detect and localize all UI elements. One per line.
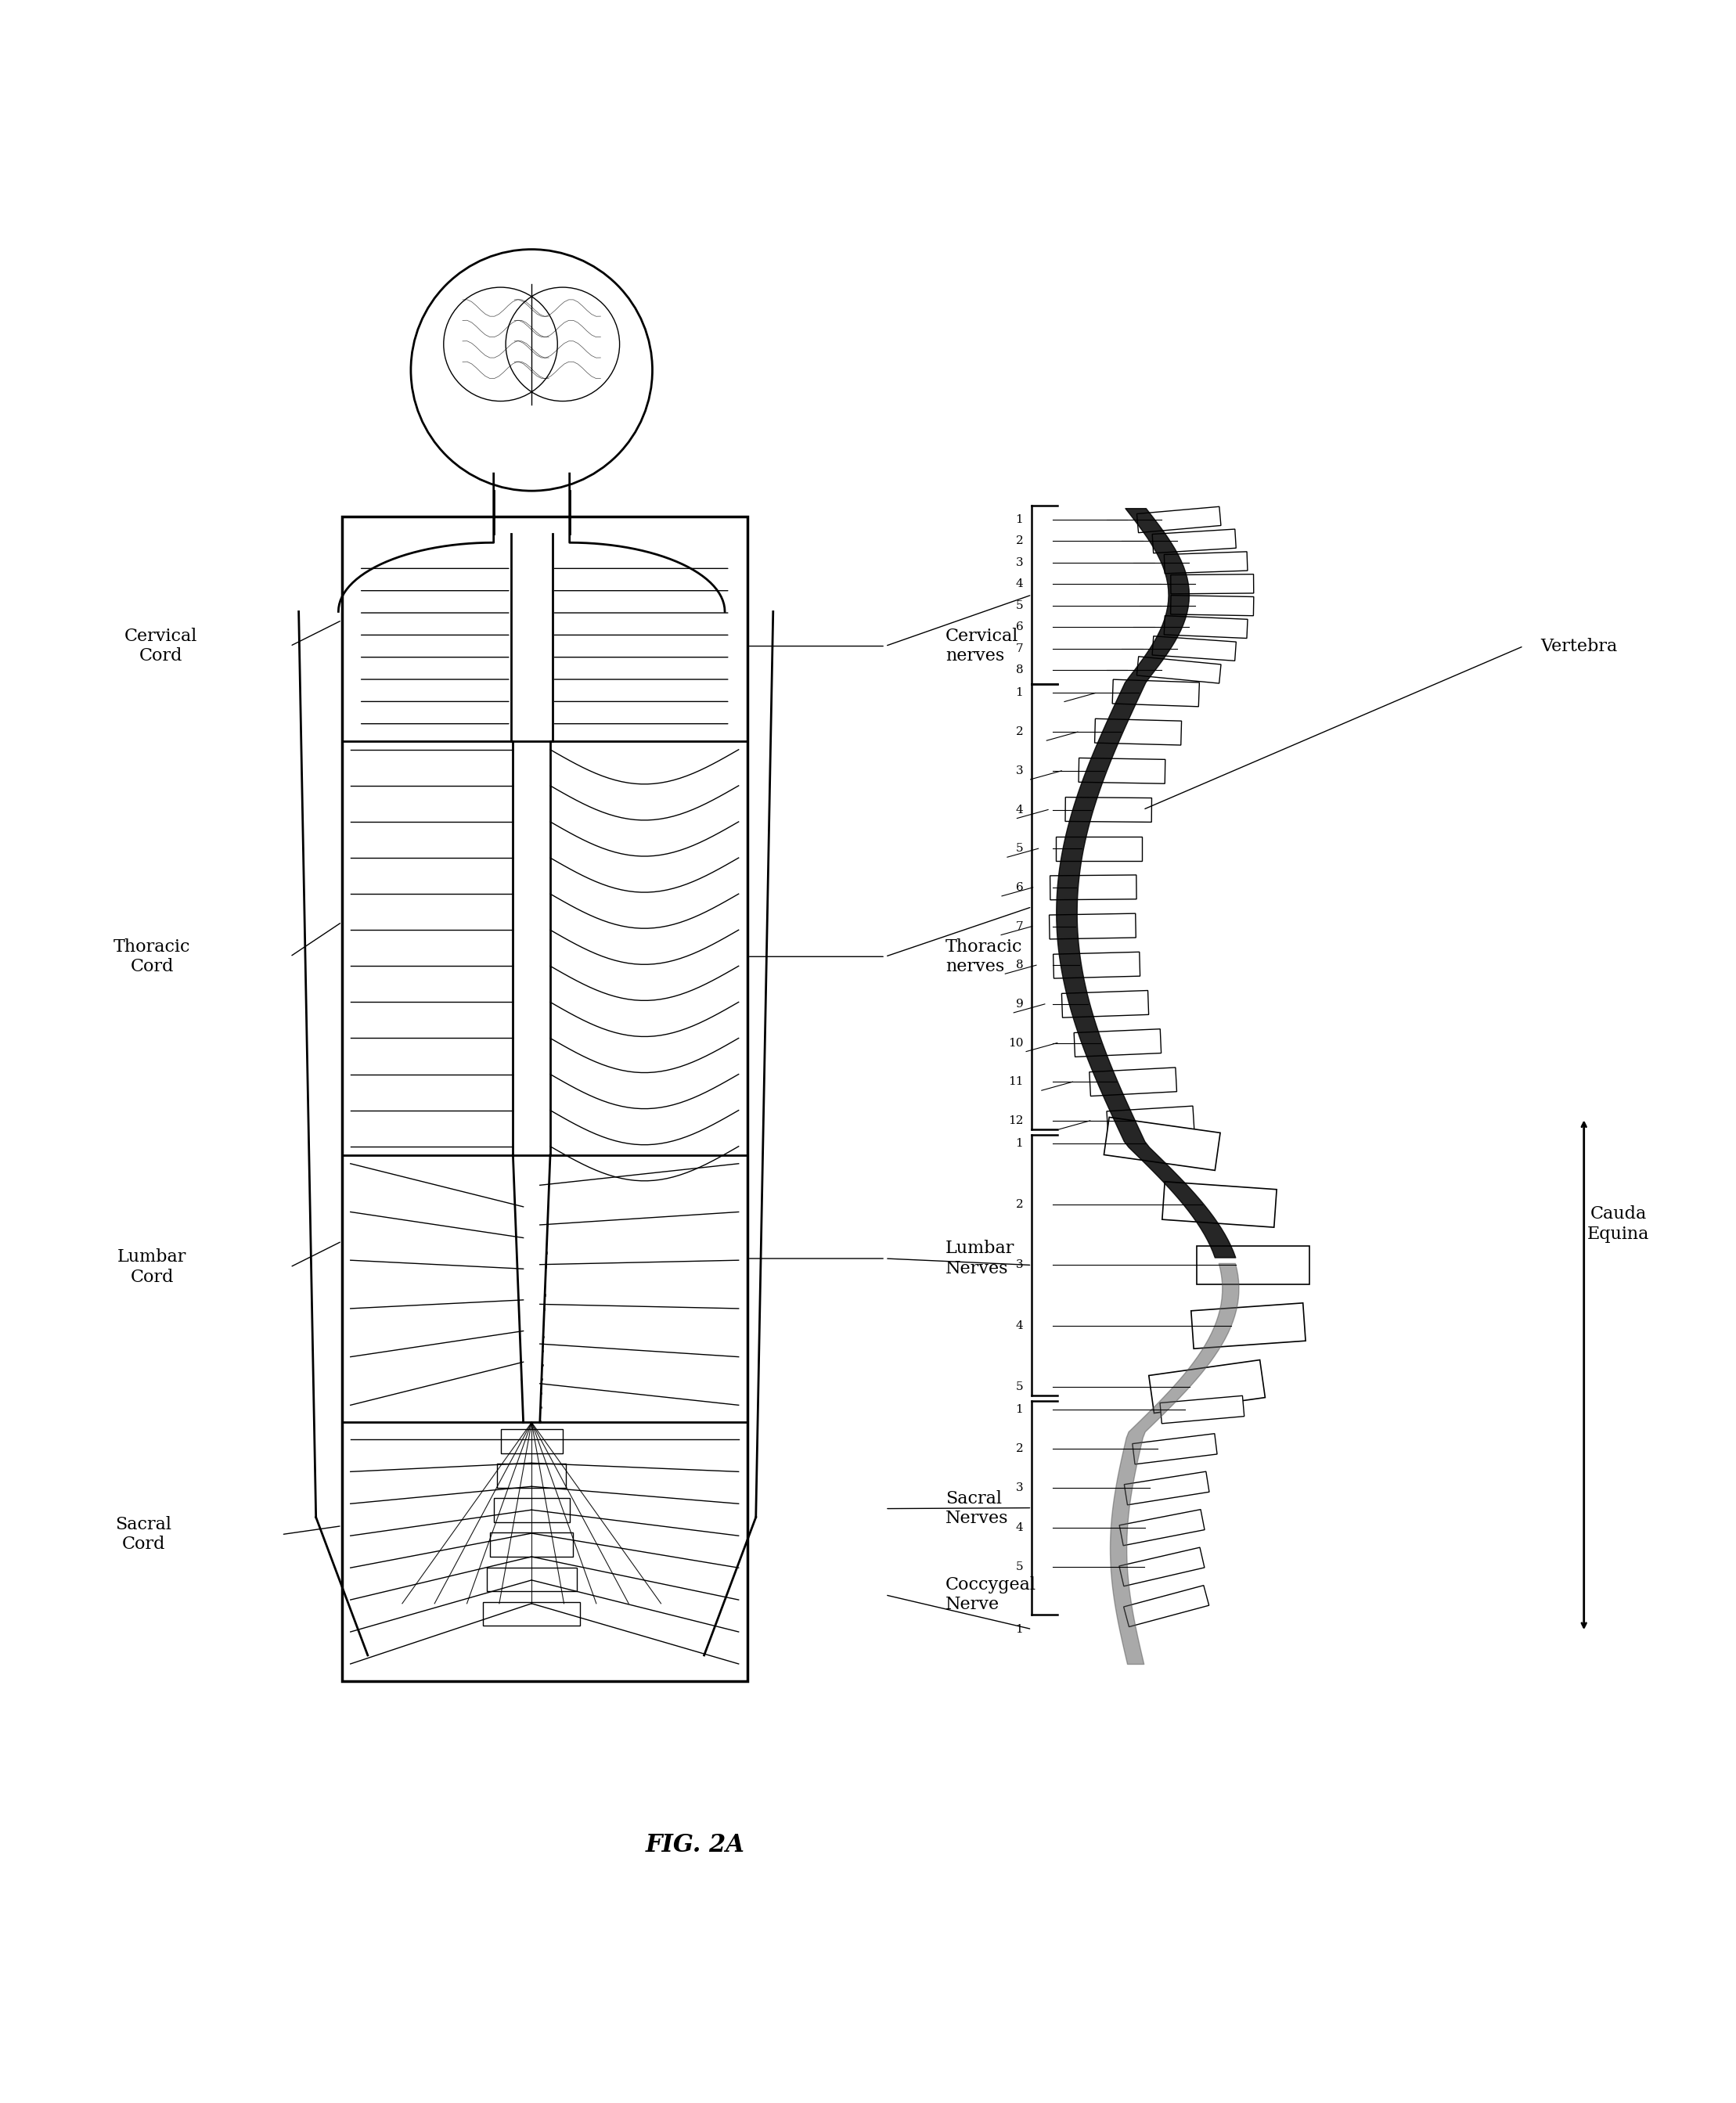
FancyBboxPatch shape bbox=[1049, 913, 1135, 940]
Text: Vertebra: Vertebra bbox=[1542, 637, 1618, 654]
FancyBboxPatch shape bbox=[1113, 679, 1200, 707]
Text: 10: 10 bbox=[1009, 1037, 1023, 1049]
Text: 1: 1 bbox=[1016, 515, 1023, 526]
Text: Sacral
Cord: Sacral Cord bbox=[115, 1516, 172, 1554]
Text: FIG. 2A: FIG. 2A bbox=[646, 1834, 745, 1857]
Text: 12: 12 bbox=[1009, 1115, 1023, 1125]
FancyBboxPatch shape bbox=[1132, 1434, 1217, 1464]
FancyBboxPatch shape bbox=[1161, 1182, 1276, 1228]
Text: 4: 4 bbox=[1016, 803, 1023, 816]
Text: 9: 9 bbox=[1016, 999, 1023, 1009]
Text: 1: 1 bbox=[1016, 1624, 1023, 1634]
Text: 1: 1 bbox=[1016, 1138, 1023, 1148]
Text: 3: 3 bbox=[1016, 765, 1023, 776]
Bar bbox=[496, 1464, 566, 1489]
Text: Coccygeal
Nerve: Coccygeal Nerve bbox=[946, 1577, 1036, 1613]
FancyBboxPatch shape bbox=[1054, 953, 1141, 978]
FancyBboxPatch shape bbox=[1050, 875, 1137, 900]
FancyBboxPatch shape bbox=[1123, 1586, 1208, 1628]
Bar bbox=[486, 1567, 576, 1592]
FancyBboxPatch shape bbox=[1125, 1472, 1210, 1506]
Text: 11: 11 bbox=[1009, 1077, 1023, 1087]
FancyBboxPatch shape bbox=[1062, 991, 1149, 1018]
Text: 2: 2 bbox=[1016, 1199, 1023, 1209]
FancyBboxPatch shape bbox=[1090, 1068, 1177, 1096]
Bar bbox=[490, 1533, 573, 1556]
FancyBboxPatch shape bbox=[1120, 1510, 1205, 1546]
FancyBboxPatch shape bbox=[1165, 551, 1248, 574]
Text: 1: 1 bbox=[1016, 688, 1023, 698]
Text: 6: 6 bbox=[1016, 622, 1023, 633]
FancyBboxPatch shape bbox=[1160, 1396, 1245, 1424]
Text: Cervical
nerves: Cervical nerves bbox=[946, 627, 1019, 665]
Text: 3: 3 bbox=[1016, 1260, 1023, 1270]
FancyBboxPatch shape bbox=[1170, 595, 1253, 616]
Text: 2: 2 bbox=[1016, 536, 1023, 547]
Text: 8: 8 bbox=[1016, 665, 1023, 675]
FancyBboxPatch shape bbox=[1153, 530, 1236, 553]
FancyBboxPatch shape bbox=[1095, 719, 1182, 744]
Text: Thoracic
Cord: Thoracic Cord bbox=[113, 938, 191, 976]
FancyBboxPatch shape bbox=[1066, 797, 1151, 822]
Text: 4: 4 bbox=[1016, 1321, 1023, 1331]
FancyBboxPatch shape bbox=[1078, 757, 1165, 784]
Text: 7: 7 bbox=[1016, 644, 1023, 654]
FancyBboxPatch shape bbox=[1075, 1028, 1161, 1058]
Text: 3: 3 bbox=[1016, 1483, 1023, 1493]
Text: 2: 2 bbox=[1016, 726, 1023, 738]
Text: 7: 7 bbox=[1016, 921, 1023, 932]
Text: Lumbar
Nerves: Lumbar Nerves bbox=[946, 1241, 1016, 1277]
Text: Sacral
Nerves: Sacral Nerves bbox=[946, 1491, 1009, 1527]
Text: 4: 4 bbox=[1016, 578, 1023, 589]
Text: Cervical
Cord: Cervical Cord bbox=[125, 627, 198, 665]
Text: 6: 6 bbox=[1016, 881, 1023, 894]
Text: 1: 1 bbox=[1016, 1405, 1023, 1415]
Text: 5: 5 bbox=[1016, 599, 1023, 612]
Text: 3: 3 bbox=[1016, 557, 1023, 568]
FancyBboxPatch shape bbox=[1104, 1117, 1220, 1171]
Text: Cauda
Equina: Cauda Equina bbox=[1587, 1205, 1649, 1243]
FancyBboxPatch shape bbox=[1106, 1106, 1194, 1136]
Text: 4: 4 bbox=[1016, 1523, 1023, 1533]
FancyBboxPatch shape bbox=[1153, 635, 1236, 660]
Text: 5: 5 bbox=[1016, 843, 1023, 854]
Bar bbox=[342, 517, 746, 1680]
Bar bbox=[483, 1602, 580, 1626]
Text: 8: 8 bbox=[1016, 959, 1023, 972]
Text: Thoracic
nerves: Thoracic nerves bbox=[946, 938, 1023, 976]
Text: 5: 5 bbox=[1016, 1560, 1023, 1573]
FancyBboxPatch shape bbox=[1191, 1304, 1305, 1348]
FancyBboxPatch shape bbox=[1055, 837, 1142, 860]
FancyBboxPatch shape bbox=[1120, 1548, 1205, 1586]
Text: Lumbar
Cord: Lumbar Cord bbox=[118, 1249, 187, 1285]
FancyBboxPatch shape bbox=[1149, 1361, 1266, 1413]
FancyBboxPatch shape bbox=[1137, 656, 1220, 683]
FancyBboxPatch shape bbox=[1198, 1247, 1309, 1285]
Text: 5: 5 bbox=[1016, 1382, 1023, 1392]
Bar bbox=[500, 1430, 562, 1453]
FancyBboxPatch shape bbox=[1170, 574, 1253, 593]
Text: 2: 2 bbox=[1016, 1443, 1023, 1455]
FancyBboxPatch shape bbox=[1165, 616, 1248, 639]
FancyBboxPatch shape bbox=[1137, 507, 1220, 532]
Bar bbox=[493, 1497, 569, 1523]
